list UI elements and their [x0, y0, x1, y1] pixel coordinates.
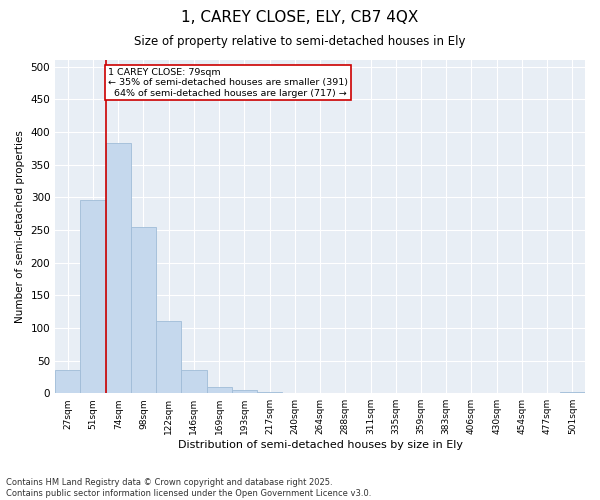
X-axis label: Distribution of semi-detached houses by size in Ely: Distribution of semi-detached houses by … [178, 440, 463, 450]
Bar [206, 386, 232, 393]
Bar [257, 392, 282, 393]
Text: 1 CAREY CLOSE: 79sqm
← 35% of semi-detached houses are smaller (391)
  64% of se: 1 CAREY CLOSE: 79sqm ← 35% of semi-detac… [108, 68, 348, 98]
Bar [156, 322, 181, 393]
Bar [55, 370, 80, 393]
Text: Size of property relative to semi-detached houses in Ely: Size of property relative to semi-detach… [134, 35, 466, 48]
Bar [181, 370, 206, 393]
Text: Contains HM Land Registry data © Crown copyright and database right 2025.
Contai: Contains HM Land Registry data © Crown c… [6, 478, 371, 498]
Bar [282, 392, 307, 393]
Bar [80, 200, 106, 393]
Text: 1, CAREY CLOSE, ELY, CB7 4QX: 1, CAREY CLOSE, ELY, CB7 4QX [181, 10, 419, 25]
Bar [106, 143, 131, 393]
Bar [131, 228, 156, 393]
Bar [232, 390, 257, 393]
Y-axis label: Number of semi-detached properties: Number of semi-detached properties [15, 130, 25, 323]
Bar [560, 392, 585, 393]
